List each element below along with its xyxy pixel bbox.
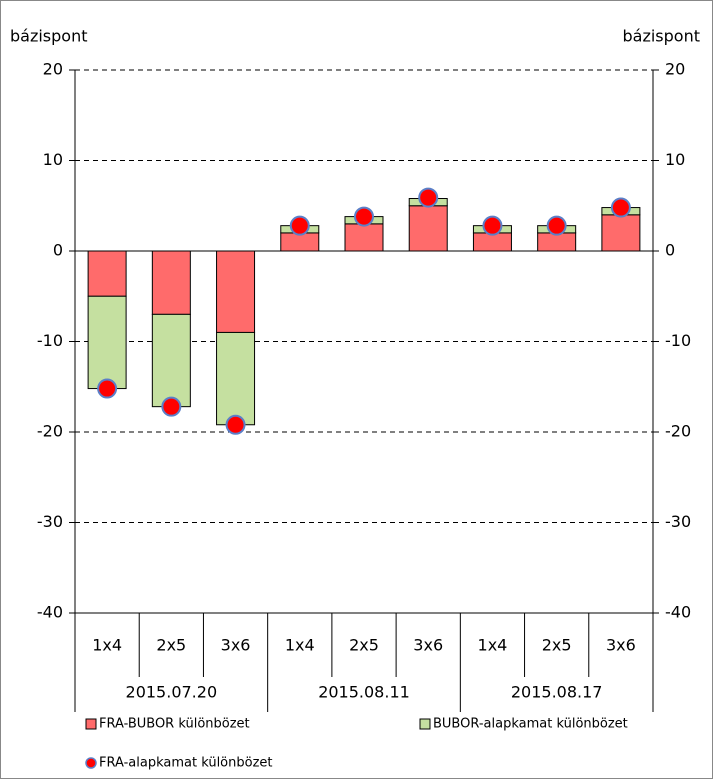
bar-segment <box>87 250 127 297</box>
group-label: 2015.08.11 <box>318 683 410 702</box>
bar-segment <box>216 331 256 426</box>
y2-axis-label: bázispont <box>623 27 701 46</box>
x-tick-label: 2x5 <box>156 636 186 655</box>
x-tick-label: 2x5 <box>542 636 572 655</box>
dot <box>289 215 310 236</box>
y-tick-label: -20 <box>37 422 63 441</box>
bar-segment <box>216 250 256 333</box>
y-tick-label: 20 <box>43 60 63 79</box>
group-label: 2015.08.17 <box>511 683 603 702</box>
legend-swatch <box>419 718 431 730</box>
group-label: 2015.07.20 <box>126 683 218 702</box>
y2-tick-label: -20 <box>665 422 691 441</box>
y2-tick-label: 10 <box>665 150 685 169</box>
dot <box>97 378 118 399</box>
legend-label: FRA-alapkamat különbözet <box>99 756 273 771</box>
dot <box>354 206 374 227</box>
dot <box>225 414 246 435</box>
y2-tick-label: 20 <box>665 60 685 79</box>
y2-tick-label: -30 <box>665 512 691 531</box>
legend-swatch <box>85 757 97 769</box>
x-tick-label: 3x6 <box>221 636 251 655</box>
y2-tick-label: -40 <box>665 603 691 622</box>
dot <box>161 396 182 417</box>
y2-tick-label: -10 <box>665 331 691 350</box>
x-tick-label: 3x6 <box>413 636 443 655</box>
x-tick-label: 2x5 <box>349 636 379 655</box>
bar-segment <box>601 214 641 252</box>
x-tick-label: 1x4 <box>92 636 122 655</box>
dot <box>610 197 631 218</box>
legend-swatch <box>85 718 97 730</box>
y2-tick-label: 0 <box>665 241 675 260</box>
x-tick-label: 3x6 <box>606 636 636 655</box>
bar-segment <box>408 205 448 252</box>
x-tick-label: 1x4 <box>285 636 315 655</box>
legend-label: BUBOR-alapkamat különbözet <box>433 717 628 732</box>
y-tick-label: 0 <box>53 241 63 260</box>
legend-label: FRA-BUBOR különbözet <box>99 717 250 732</box>
dot <box>546 215 567 236</box>
y-tick-label: 10 <box>43 150 63 169</box>
y-axis-label: bázispont <box>10 27 88 46</box>
bar-segment <box>87 295 127 390</box>
dot <box>482 215 503 236</box>
y-tick-label: -30 <box>37 512 63 531</box>
bar-segment <box>344 223 384 252</box>
y-tick-label: -40 <box>37 603 63 622</box>
bar-segment <box>151 313 191 408</box>
dot <box>418 187 439 208</box>
y-tick-label: -10 <box>37 331 63 350</box>
bar-segment <box>151 250 191 315</box>
x-tick-label: 1x4 <box>478 636 508 655</box>
